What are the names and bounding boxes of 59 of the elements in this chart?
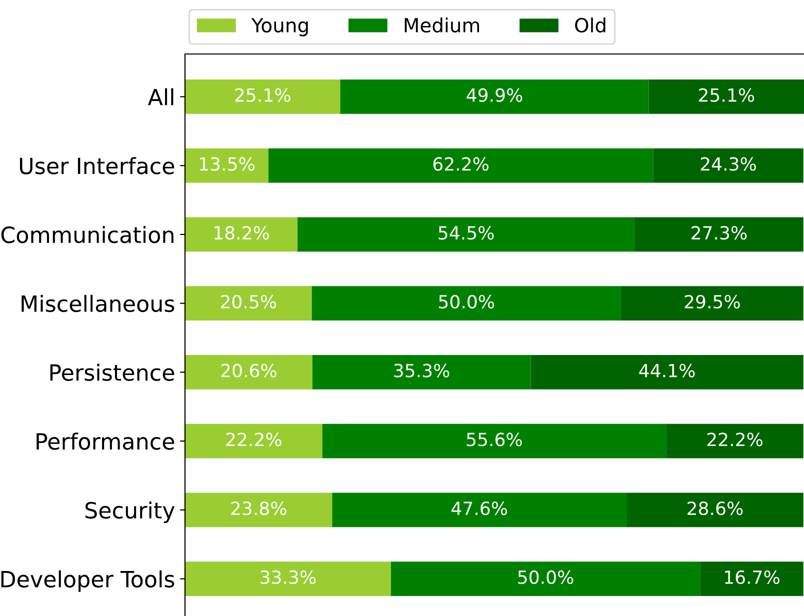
bar xyxy=(185,562,391,596)
data-label: 20.6% xyxy=(221,364,276,378)
legend-label: Young xyxy=(251,18,308,36)
data-label: 44.1% xyxy=(639,364,695,378)
bar xyxy=(268,148,654,183)
bar xyxy=(185,492,332,528)
bar xyxy=(332,492,627,528)
legend-label: Old xyxy=(575,18,606,33)
data-label: 54.5% xyxy=(438,226,494,240)
data-label: 55.6% xyxy=(466,432,522,446)
data-label: 62.2% xyxy=(433,157,488,171)
bar xyxy=(530,354,804,390)
y-tick-label: User Interface xyxy=(20,157,174,174)
bar xyxy=(390,562,700,596)
bar xyxy=(620,286,804,321)
bar xyxy=(185,217,298,252)
bar xyxy=(185,354,312,390)
data-label: 24.3% xyxy=(700,157,756,171)
bar xyxy=(700,562,804,596)
bar xyxy=(648,79,804,114)
data-label: 27.3% xyxy=(692,226,747,240)
bar xyxy=(634,217,804,252)
y-tick-label: Miscellaneous xyxy=(22,294,174,312)
data-label: 47.6% xyxy=(452,502,508,516)
y-tick-label: Security xyxy=(85,501,175,523)
bar xyxy=(185,424,322,458)
legend-label: Medium xyxy=(404,18,480,33)
bar xyxy=(185,79,340,114)
data-label: 35.3% xyxy=(394,364,450,378)
y-tick-label: Developer Tools xyxy=(1,570,174,592)
data-label: 22.2% xyxy=(707,432,762,446)
bar xyxy=(298,217,635,252)
y-tick-label: Communication xyxy=(1,226,174,244)
data-label: 22.2% xyxy=(226,432,282,446)
bar xyxy=(312,354,531,390)
data-label: 50.0% xyxy=(518,570,574,584)
data-label: 50.0% xyxy=(439,294,494,309)
y-tick-label: Persistence xyxy=(50,364,174,381)
bar xyxy=(185,148,268,183)
bar xyxy=(666,424,804,458)
bar xyxy=(185,286,312,321)
data-label: 20.5% xyxy=(221,294,276,309)
y-tick-label: Performance xyxy=(36,432,174,450)
y-tick-label: All xyxy=(148,88,174,106)
data-label: 25.1% xyxy=(699,88,754,102)
data-label: 13.5% xyxy=(200,157,254,171)
data-label: 16.7% xyxy=(725,570,780,584)
data-label: 28.6% xyxy=(688,502,743,516)
data-label: 33.3% xyxy=(260,570,316,584)
bar xyxy=(322,424,666,458)
data-label: 25.1% xyxy=(235,88,290,102)
bar xyxy=(312,286,621,321)
data-label: 49.9% xyxy=(466,88,522,102)
data-label: 18.2% xyxy=(214,226,269,240)
data-label: 29.5% xyxy=(684,294,740,309)
bar xyxy=(653,148,804,183)
bar xyxy=(626,492,804,528)
bar xyxy=(340,79,649,114)
data-label: 23.8% xyxy=(231,502,286,516)
